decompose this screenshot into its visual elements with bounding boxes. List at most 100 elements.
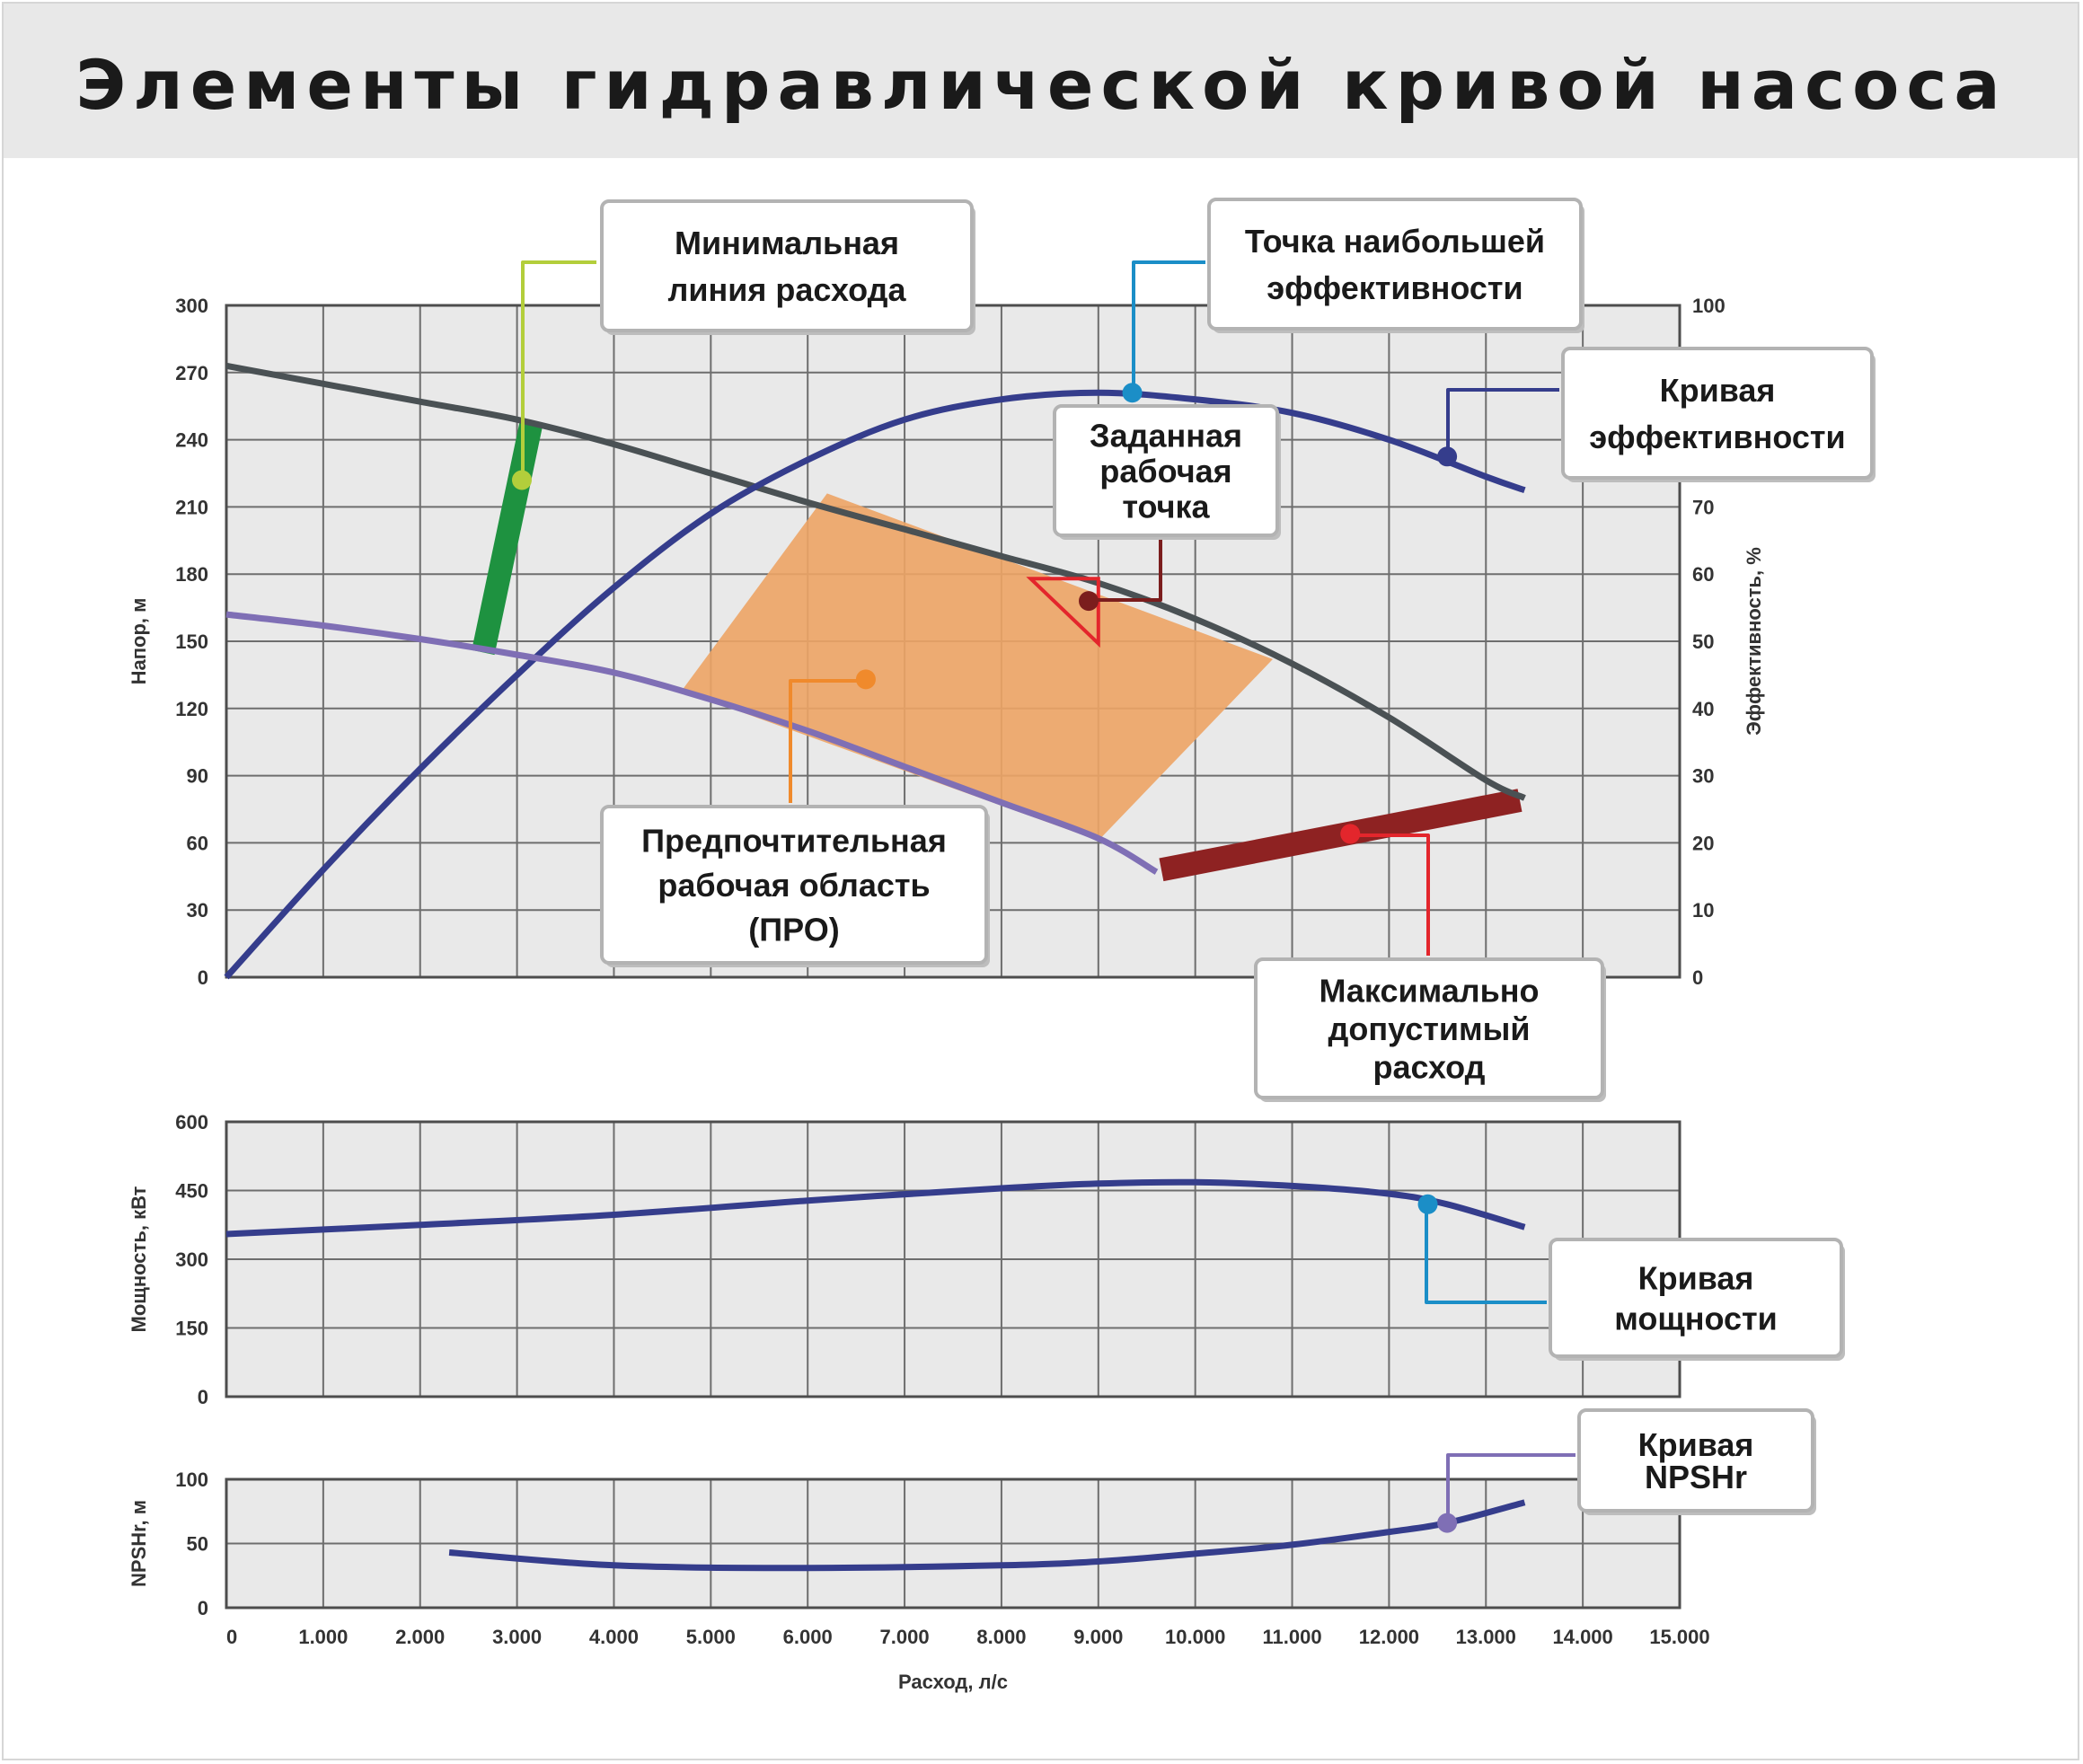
npshr-curve [448,1499,1526,1572]
x-tick-label: 0 [226,1626,237,1648]
design-point-callout-line: рабочая [1099,453,1231,490]
por-callout-line: (ПРО) [748,911,839,948]
y2-tick-label: 40 [1692,698,1714,720]
bep-anchor-dot [1122,383,1143,403]
por-callout-line: Предпочтительная [641,823,947,860]
y-tick-label: 30 [187,899,208,922]
design-point-callout-line: Заданная [1090,418,1242,454]
por-anchor-dot [855,669,876,690]
x-tick-label: 8.000 [976,1626,1026,1648]
max-flow-callout-box [1254,957,1604,1099]
x-tick-label: 11.000 [1262,1626,1321,1648]
x-tick-label: 7.000 [880,1626,930,1648]
y-tick-label: 0 [198,1597,208,1619]
y-tick-label: 300 [175,295,208,317]
eff-curve-callout: Кривая эффективности [1437,347,1876,482]
y-axis-title: Мощность, кВт [128,1186,150,1332]
por-callout-line: рабочая область [658,867,930,904]
y-tick-label: 150 [175,631,208,653]
x-tick-label: 3.000 [492,1626,542,1648]
y-tick-label: 270 [175,362,208,384]
npshr-curve-callout-line: Кривая [1638,1426,1754,1463]
y-tick-label: 0 [198,1386,208,1408]
y2-tick-label: 60 [1692,563,1714,586]
page-title: Элементы гидравлической кривой насоса [75,45,2008,125]
bep-callout-line: эффективности [1267,269,1523,306]
design-point-anchor-dot [1079,591,1099,612]
npshr-curve-callout-line: NPSHr [1645,1459,1747,1495]
max-flow-anchor-dot [1340,824,1361,844]
design-point-callout-box [1053,404,1279,537]
power-curve-anchor-dot [1417,1194,1438,1214]
y-axis-title: Напор, м [128,598,150,685]
eff-curve-callout-line: эффективности [1589,419,1845,455]
npshr-curve-anchor-dot [1437,1513,1458,1533]
x-tick-label: 14.000 [1552,1626,1612,1648]
lower-limit-curve [225,611,1159,875]
npshr-curve-callout-box [1577,1408,1814,1513]
x-tick-label: 13.000 [1456,1626,1516,1648]
max-flow-callout-line: допустимый [1328,1010,1531,1047]
power-panel: 0 150 300 450 600 Мощность, кВт [128,1111,1681,1408]
min-flow-callout-line: Минимальная [675,225,899,261]
y-axis-title: NPSHr, м [128,1500,150,1587]
por-callout: Предпочтительная рабочая область (ПРО) [600,669,990,967]
bep-callout-box [1207,198,1583,331]
power-curve [225,1178,1526,1238]
x-axis-title: Расход, л/с [898,1671,1008,1693]
y-tick-label: 240 [175,429,208,452]
y-tick-label: 120 [175,698,208,720]
x-tick-label: 2.000 [395,1626,445,1648]
y2-tick-label: 100 [1692,295,1726,317]
y-tick-label: 210 [175,496,208,518]
y-tick-label: 180 [175,563,208,586]
y2-tick-label: 70 [1692,496,1714,518]
y-tick-label: 600 [175,1111,208,1133]
y-tick-label: 90 [187,765,208,788]
power-curve-callout-box [1549,1238,1843,1358]
por-region [682,493,1273,841]
max-flow-callout-line: Максимально [1319,972,1539,1009]
y-tick-label: 300 [175,1248,208,1271]
eff-curve-callout-line: Кривая [1660,372,1776,409]
min-flow-callout: Минимальная линия расхода [511,199,975,490]
y-tick-label: 100 [175,1469,208,1491]
efficiency-curve [224,389,1526,980]
y2-tick-label: 0 [1692,966,1703,989]
eff-curve-callout-box [1561,347,1874,480]
y-tick-label: 60 [187,832,208,854]
min-flow-anchor-dot [511,470,532,490]
por-callout-box [600,805,988,965]
eff-curve-anchor-dot [1437,446,1458,467]
y2-tick-label: 20 [1692,832,1714,854]
power-curve-callout-line: мощности [1614,1301,1778,1337]
x-tick-label: 4.000 [589,1626,639,1648]
max-flow-callout-line: расход [1372,1049,1485,1086]
x-tick-label: 5.000 [686,1626,736,1648]
bep-callout-line: Точка наибольшей [1245,223,1545,260]
y2-tick-label: 30 [1692,765,1714,788]
x-tick-label: 6.000 [783,1626,833,1648]
x-tick-label: 9.000 [1073,1626,1123,1648]
design-point-triangle [1026,577,1100,648]
min-flow-callout-line: линия расхода [668,271,907,308]
bep-callout: Точка наибольшей эффективности [1122,198,1584,403]
y2-axis-title: Эффективность, % [1743,547,1765,736]
y2-tick-label: 50 [1692,631,1714,653]
npshr-panel: 0 50 100 NPSHr, м 0 1.000 2.000 3.000 4.000 5.000… [128,1469,1710,1693]
npshr-plot-border [225,1477,1681,1610]
x-tick-label: 10.000 [1165,1626,1225,1648]
power-curve-callout-line: Кривая [1638,1260,1754,1297]
power-curve-callout: Кривая мощности [1417,1194,1845,1361]
head-curve [225,362,1526,801]
title-bar [2,2,2079,158]
y-tick-label: 0 [198,966,208,989]
x-tick-label: 12.000 [1359,1626,1419,1648]
x-tick-label: 1.000 [298,1626,348,1648]
